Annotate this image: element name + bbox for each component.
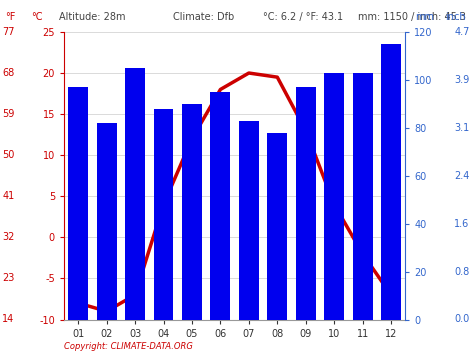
Text: 4.7: 4.7 [454,27,469,37]
Bar [97,123,117,320]
Text: 77: 77 [2,27,15,37]
Bar [267,132,287,320]
Text: 50: 50 [2,150,15,160]
Bar [239,121,259,320]
Text: mm: 1150 / inch: 45.3: mm: 1150 / inch: 45.3 [358,12,466,22]
Text: 3.9: 3.9 [454,75,469,85]
Text: inch: inch [446,12,466,22]
Text: 14: 14 [2,315,15,324]
Text: °C: 6.2 / °F: 43.1: °C: 6.2 / °F: 43.1 [263,12,343,22]
Text: Altitude: 28m: Altitude: 28m [59,12,126,22]
Bar [182,104,202,320]
Text: °F: °F [5,12,15,22]
Text: 2.4: 2.4 [454,171,469,181]
Text: mm: mm [415,12,434,22]
Text: 1.6: 1.6 [454,219,469,229]
Text: 3.1: 3.1 [454,123,469,133]
Text: 59: 59 [2,109,15,119]
Text: 32: 32 [2,232,15,242]
Text: Climate: Dfb: Climate: Dfb [173,12,234,22]
Text: °C: °C [31,12,42,22]
Bar [68,87,88,320]
Text: 41: 41 [2,191,15,201]
Bar [324,73,344,320]
Bar [381,44,401,320]
Bar [296,87,316,320]
Bar [353,73,373,320]
Bar [154,109,173,320]
Bar [210,92,230,320]
Bar [125,68,145,320]
Text: Copyright: CLIMATE-DATA.ORG: Copyright: CLIMATE-DATA.ORG [64,343,193,351]
Text: 68: 68 [2,68,15,78]
Text: 0.0: 0.0 [454,315,469,324]
Text: 23: 23 [2,273,15,283]
Text: 0.8: 0.8 [454,267,469,277]
